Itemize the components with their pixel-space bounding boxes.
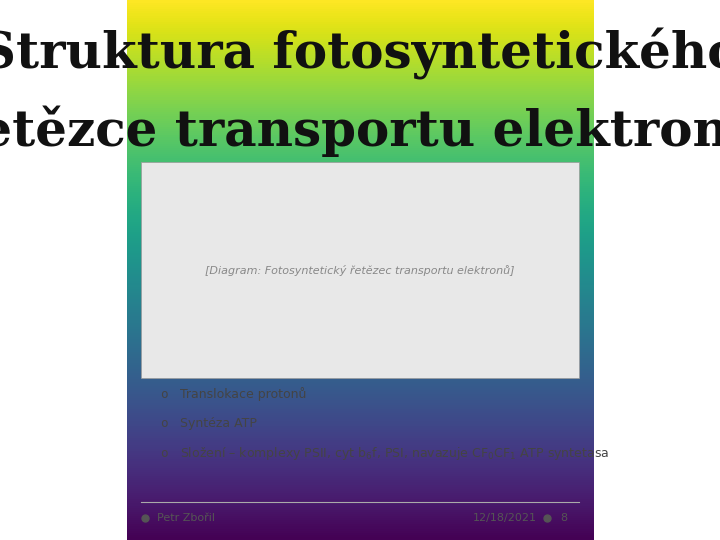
Text: Syntéza ATP: Syntéza ATP (180, 417, 257, 430)
Text: o: o (161, 388, 168, 401)
Text: řetězce transportu elektronů: řetězce transportu elektronů (0, 102, 720, 157)
Text: Petr Zbořil: Petr Zbořil (157, 514, 215, 523)
Text: 12/18/2021: 12/18/2021 (473, 514, 537, 523)
FancyBboxPatch shape (140, 162, 580, 378)
Text: o: o (161, 417, 168, 430)
Text: Translokace protonů: Translokace protonů (180, 387, 307, 401)
Text: Složení – komplexy PSII, cyt b$_6$f, PSI, navazuje CF$_0$CF$_1$ ATP syntetasa: Složení – komplexy PSII, cyt b$_6$f, PSI… (180, 445, 609, 462)
Text: 8: 8 (561, 514, 568, 523)
Text: [Diagram: Fotosyntetický řetězec transportu elektronů]: [Diagram: Fotosyntetický řetězec transpo… (205, 265, 515, 275)
Text: o: o (161, 447, 168, 460)
Text: Struktura fotosyntetického: Struktura fotosyntetického (0, 28, 720, 80)
